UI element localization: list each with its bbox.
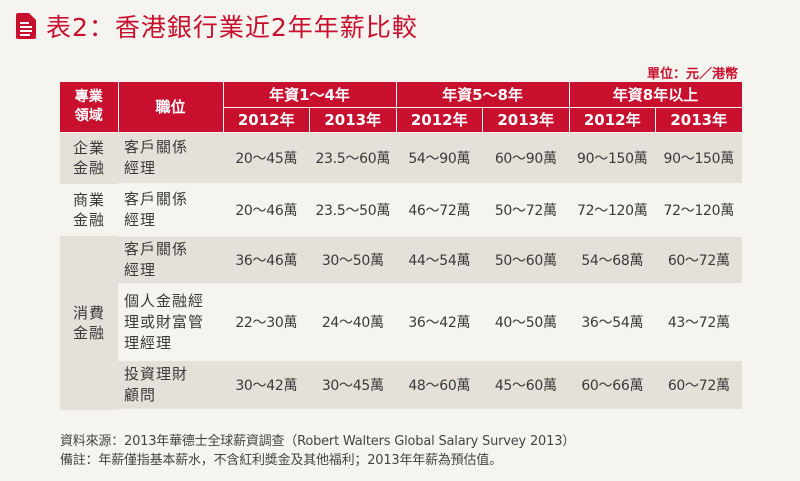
salary-cell: 22～30萬: [223, 284, 310, 361]
salary-cell: 60～72萬: [655, 360, 743, 411]
salary-cell: 24～40萬: [309, 284, 396, 361]
salary-cell: 20～45萬: [223, 132, 310, 185]
header-year: 2013年: [309, 107, 397, 133]
page-title: 表2：香港銀行業近2年年薪比較: [46, 13, 418, 42]
salary-cell: 45～60萬: [482, 360, 569, 411]
header-group-3: 年資8年以上: [569, 82, 743, 108]
header-year: 2012年: [396, 107, 483, 133]
header-group-1: 年資1～4年: [223, 82, 397, 108]
salary-cell: 36～54萬: [569, 284, 656, 361]
salary-cell: 36～42萬: [396, 284, 483, 361]
salary-cell: 90～150萬: [569, 132, 656, 185]
unit-label: 單位：元／港幣: [646, 67, 738, 82]
salary-cell: 54～68萬: [569, 236, 656, 285]
header-year: 2012年: [223, 107, 310, 133]
table-row: 企業金融 客戶關係經理 20～45萬 23.5～60萬 54～90萬 60～90…: [60, 132, 743, 185]
salary-cell: 50～60萬: [482, 236, 569, 285]
salary-cell: 90～150萬: [655, 132, 743, 185]
salary-cell: 46～72萬: [396, 184, 483, 237]
salary-cell: 30～42萬: [223, 360, 310, 411]
salary-cell: 30～45萬: [309, 360, 396, 411]
title-row: 表2：香港銀行業近2年年薪比較: [16, 8, 418, 44]
table-row: 個人金融經理或財富管理經理 22～30萬 24～40萬 36～42萬 40～50…: [60, 284, 743, 361]
salary-cell: 20～46萬: [223, 184, 310, 237]
salary-cell: 72～120萬: [655, 184, 743, 237]
header-year: 2013年: [482, 107, 570, 133]
position-cell: 客戶關係經理: [118, 236, 223, 285]
document-list-icon: [16, 13, 36, 39]
table-row: 投資理財顧問 30～42萬 30～45萬 48～60萬 45～60萬 60～66…: [60, 360, 743, 411]
salary-cell: 43～72萬: [655, 284, 743, 361]
table-row: 消費金融 客戶關係經理 36～46萬 30～50萬 44～54萬 50～60萬 …: [60, 236, 743, 410]
salary-cell: 48～60萬: [396, 360, 483, 411]
salary-cell: 23.5～50萬: [309, 184, 396, 237]
salary-cell: 36～46萬: [223, 236, 310, 285]
salary-cell: 50～72萬: [482, 184, 569, 237]
header-position: 職位: [118, 82, 224, 133]
salary-cell: 40～50萬: [482, 284, 569, 361]
field-cell: 企業金融: [60, 132, 118, 184]
header-group-2: 年資5～8年: [396, 82, 570, 108]
salary-cell: 30～50萬: [309, 236, 396, 285]
salary-cell: 72～120萬: [569, 184, 656, 237]
header-year: 2012年: [569, 107, 656, 133]
salary-cell: 54～90萬: [396, 132, 483, 185]
source-note: 資料來源：2013年華德士全球薪資調查（Robert Walters Globa…: [60, 434, 576, 449]
field-cell: 消費金融: [60, 236, 118, 410]
salary-cell: 60～66萬: [569, 360, 656, 411]
table-row: 商業金融 客戶關係經理 20～46萬 23.5～50萬 46～72萬 50～72…: [60, 184, 743, 237]
header-field: 專業領域: [60, 82, 119, 133]
position-cell: 客戶關係經理: [118, 184, 223, 237]
remark-note: 備註：年薪僅指基本薪水，不含紅利獎金及其他福利；2013年年薪為預估值。: [60, 453, 502, 468]
salary-table: 專業領域 職位 年資1～4年 年資5～8年 年資8年以上 2012年 2013年…: [60, 82, 743, 411]
footer-notes: 資料來源：2013年華德士全球薪資調查（Robert Walters Globa…: [60, 432, 575, 470]
salary-cell: 60～90萬: [482, 132, 569, 185]
position-cell: 個人金融經理或財富管理經理: [118, 284, 223, 361]
salary-cell: 60～72萬: [655, 236, 743, 285]
salary-cell: 23.5～60萬: [309, 132, 396, 185]
field-cell: 商業金融: [60, 184, 118, 236]
header-year: 2013年: [655, 107, 743, 133]
position-cell: 投資理財顧問: [118, 360, 223, 411]
position-cell: 客戶關係經理: [118, 132, 223, 185]
salary-cell: 44～54萬: [396, 236, 483, 285]
